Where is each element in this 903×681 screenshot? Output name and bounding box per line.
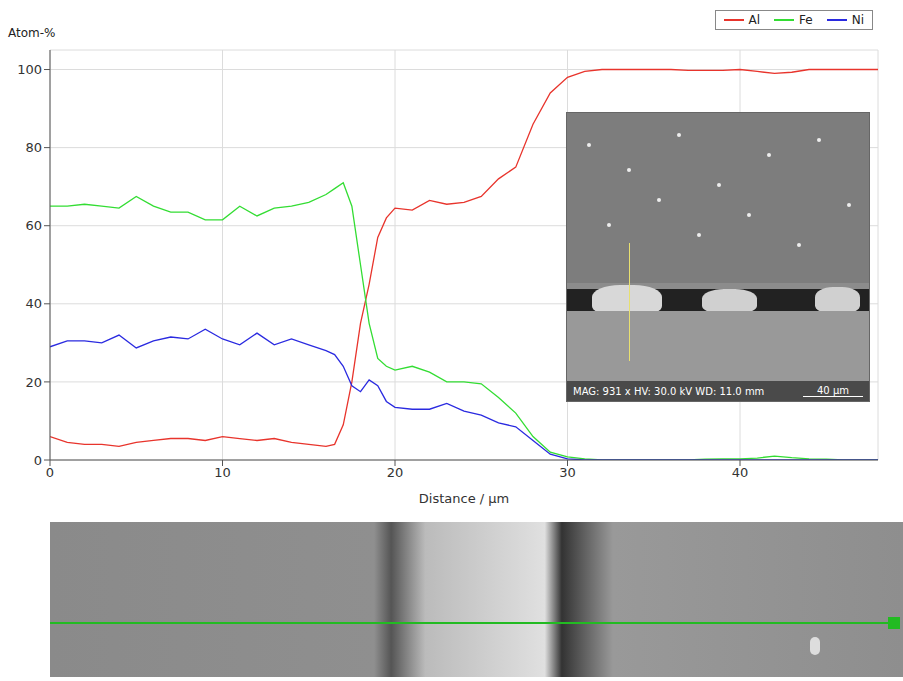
svg-text:20: 20 xyxy=(387,465,404,480)
svg-text:20: 20 xyxy=(25,375,42,390)
svg-text:0: 0 xyxy=(34,453,42,468)
html-text:MAG: 931 x HV: 30.0 kV WD: 11.: MAG: 931 x HV: 30.0 kV WD: 11.0 mm xyxy=(573,385,765,397)
svg-text:60: 60 xyxy=(25,218,42,233)
svg-text:40: 40 xyxy=(25,296,42,311)
svg-text:40: 40 xyxy=(732,465,749,480)
svg-text:80: 80 xyxy=(25,140,42,155)
svg-text:Distance / µm: Distance / µm xyxy=(419,491,509,506)
svg-text:0: 0 xyxy=(46,465,54,480)
svg-text:100: 100 xyxy=(17,62,42,77)
html-text:Fe: Fe xyxy=(799,13,813,27)
html-text:Atom-%: Atom-% xyxy=(8,26,56,40)
html-text:40 µm: 40 µm xyxy=(817,385,849,396)
svg-text:10: 10 xyxy=(214,465,231,480)
html-text:Al: Al xyxy=(748,13,760,27)
html-text:Ni: Ni xyxy=(851,13,864,27)
svg-text:30: 30 xyxy=(559,465,576,480)
